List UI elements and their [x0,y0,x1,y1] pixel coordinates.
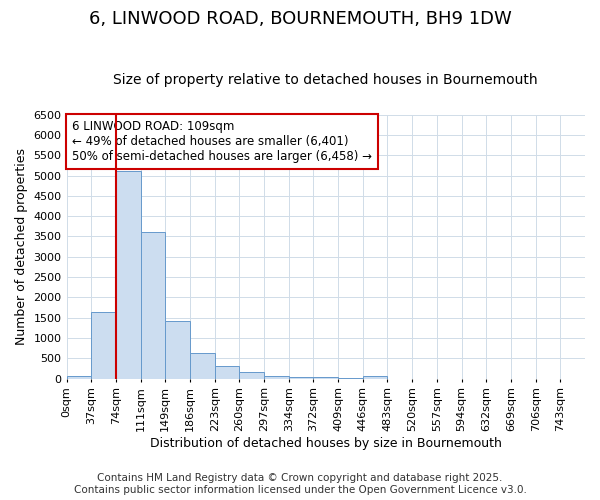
Y-axis label: Number of detached properties: Number of detached properties [15,148,28,345]
Bar [140,232,165,378]
Text: 6, LINWOOD ROAD, BOURNEMOUTH, BH9 1DW: 6, LINWOOD ROAD, BOURNEMOUTH, BH9 1DW [89,10,511,28]
Bar [116,172,140,378]
Bar [215,366,239,378]
Bar [289,376,313,378]
Bar [363,376,388,378]
Bar [264,376,289,378]
Bar [91,312,116,378]
Text: 6 LINWOOD ROAD: 109sqm
← 49% of detached houses are smaller (6,401)
50% of semi-: 6 LINWOOD ROAD: 109sqm ← 49% of detached… [72,120,372,163]
X-axis label: Distribution of detached houses by size in Bournemouth: Distribution of detached houses by size … [150,437,502,450]
Text: Contains HM Land Registry data © Crown copyright and database right 2025.
Contai: Contains HM Land Registry data © Crown c… [74,474,526,495]
Bar [165,321,190,378]
Bar [67,376,91,378]
Bar [190,354,215,378]
Title: Size of property relative to detached houses in Bournemouth: Size of property relative to detached ho… [113,73,538,87]
Bar [239,372,264,378]
